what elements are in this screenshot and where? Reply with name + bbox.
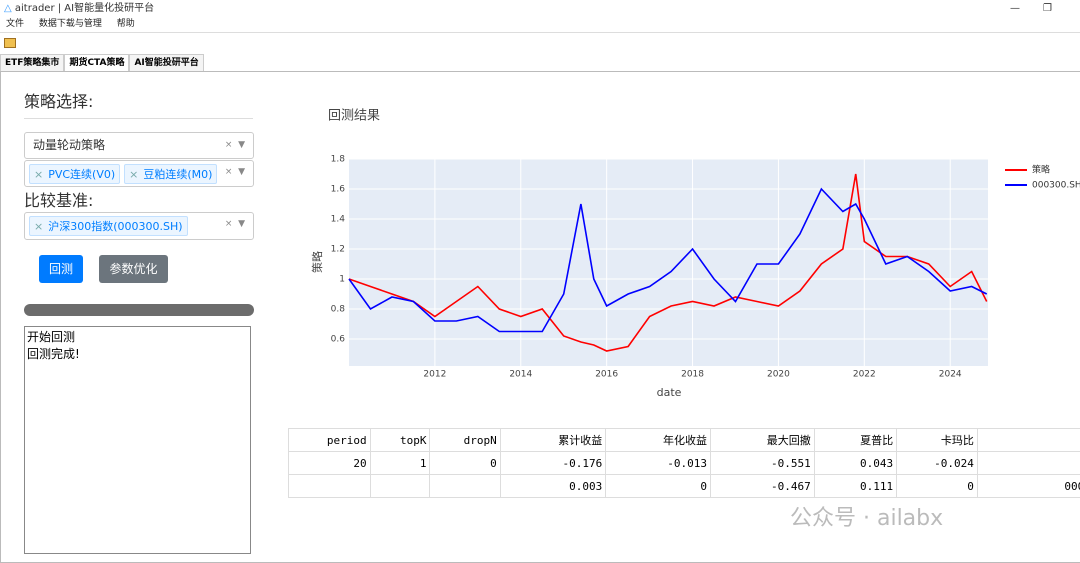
- menu-item[interactable]: 帮助: [117, 19, 135, 29]
- x-axis-label: date: [657, 386, 682, 399]
- benchmark-label: 比较基准:: [24, 187, 93, 211]
- asset-chip[interactable]: ×PVC连续(V0): [29, 164, 120, 184]
- x-tick-label: 2016: [595, 370, 618, 380]
- table-cell: [289, 475, 371, 498]
- menu-item[interactable]: 文件: [6, 19, 24, 29]
- title-bar: △ aitrader | AI智能量化投研平台 — ❐: [0, 0, 1080, 17]
- asset-chip[interactable]: ×豆粕连续(M0): [124, 164, 217, 184]
- table-cell: 20: [289, 452, 371, 475]
- table-cell: 策略: [977, 452, 1080, 475]
- header-row: periodtopKdropN累计收益年化收益最大回撤夏普比卡玛比名称: [289, 429, 1080, 452]
- log-line: 回测完成!: [27, 346, 248, 363]
- log-area[interactable]: 开始回测 回测完成!: [24, 326, 251, 554]
- table-cell: 0.043: [814, 452, 896, 475]
- x-tick-label: 2018: [681, 370, 704, 380]
- table-cell: 0.111: [814, 475, 896, 498]
- chip-label: 豆粕连续(M0): [143, 168, 212, 181]
- table-cell: 1: [370, 452, 430, 475]
- optimize-button[interactable]: 参数优化: [99, 255, 168, 283]
- table-cell: -0.013: [606, 452, 711, 475]
- window-title: aitrader | AI智能量化投研平台: [15, 3, 154, 14]
- chart-title: 回测结果: [328, 109, 380, 124]
- column-header: 年化收益: [606, 429, 711, 452]
- menu-bar: 文件 数据下载与管理 帮助: [0, 17, 1080, 33]
- results-table-wrap: periodtopKdropN累计收益年化收益最大回撤夏普比卡玛比名称2010-…: [288, 428, 1080, 498]
- benchmark-chip[interactable]: ×沪深300指数(000300.SH): [29, 216, 188, 236]
- table-cell: -0.467: [710, 475, 814, 498]
- strategy-label: 策略选择:: [24, 88, 93, 112]
- menu-item[interactable]: 数据下载与管理: [39, 19, 102, 29]
- column-header: topK: [370, 429, 430, 452]
- table-cell: [430, 475, 500, 498]
- chart: 回测结果 date 策略 0.6 0.8 1 1.2 1.4 1.6 1.8 2012 2014…: [290, 95, 1080, 415]
- maximize[interactable]: ❐: [1043, 0, 1052, 17]
- y-axis-label: 策略: [310, 251, 324, 273]
- y-tick-label: 1.2: [331, 245, 345, 255]
- x-tick-label: 2024: [939, 370, 962, 380]
- asset-select[interactable]: ×PVC连续(V0)×豆粕连续(M0)× ▼: [24, 160, 254, 187]
- y-tick-label: 1.8: [331, 155, 346, 165]
- chip-label: 沪深300指数(000300.SH): [48, 220, 182, 233]
- table-cell: 0.003: [500, 475, 606, 498]
- column-header: 名称: [977, 429, 1080, 452]
- table-cell: 0: [897, 475, 978, 498]
- log-line: 开始回测: [27, 329, 248, 346]
- column-header: 夏普比: [814, 429, 896, 452]
- backtest-button[interactable]: 回测: [39, 255, 83, 283]
- selected-value: 动量轮动策略: [33, 138, 105, 152]
- table-cell: -0.024: [897, 452, 978, 475]
- tab[interactable]: 期货CTA策略: [64, 54, 129, 71]
- y-tick-label: 1.4: [331, 215, 346, 225]
- legend-label: 策略: [1032, 164, 1050, 176]
- column-header: 最大回撤: [710, 429, 814, 452]
- x-tick-label: 2014: [509, 370, 532, 380]
- column-header: dropN: [430, 429, 500, 452]
- app-icon: △: [4, 3, 12, 14]
- table-cell: 0: [430, 452, 500, 475]
- column-header: 卡玛比: [897, 429, 978, 452]
- results-table: periodtopKdropN累计收益年化收益最大回撤夏普比卡玛比名称2010-…: [288, 428, 1080, 498]
- legend-label: 000300.SH: [1032, 181, 1080, 191]
- minimize[interactable]: —: [1010, 0, 1020, 17]
- x-tick-label: 2020: [767, 370, 790, 380]
- table-cell: 000300.SH: [977, 475, 1080, 498]
- progress-bar: [24, 304, 254, 316]
- y-tick-label: 0.8: [331, 305, 346, 315]
- divider: [24, 118, 253, 119]
- chip-label: PVC连续(V0): [48, 168, 115, 181]
- column-header: period: [289, 429, 371, 452]
- benchmark-select[interactable]: ×沪深300指数(000300.SH)× ▼: [24, 212, 254, 240]
- table-cell: 0: [606, 475, 711, 498]
- table-cell: [370, 475, 430, 498]
- watermark: 公众号 · ailabx: [790, 500, 943, 532]
- strategy-select[interactable]: 动量轮动策略× ▼: [24, 132, 254, 159]
- x-tick-label: 2022: [853, 370, 876, 380]
- y-tick-label: 1: [339, 275, 345, 285]
- table-cell: -0.551: [710, 452, 814, 475]
- tab[interactable]: ETF策略集市: [0, 54, 64, 71]
- table-cell: -0.176: [500, 452, 606, 475]
- toolbar-icon[interactable]: [4, 38, 16, 48]
- y-tick-label: 1.6: [331, 185, 346, 195]
- x-tick-label: 2012: [423, 370, 446, 380]
- column-header: 累计收益: [500, 429, 606, 452]
- y-tick-label: 0.6: [331, 335, 346, 345]
- tab[interactable]: AI智能投研平台: [129, 54, 203, 71]
